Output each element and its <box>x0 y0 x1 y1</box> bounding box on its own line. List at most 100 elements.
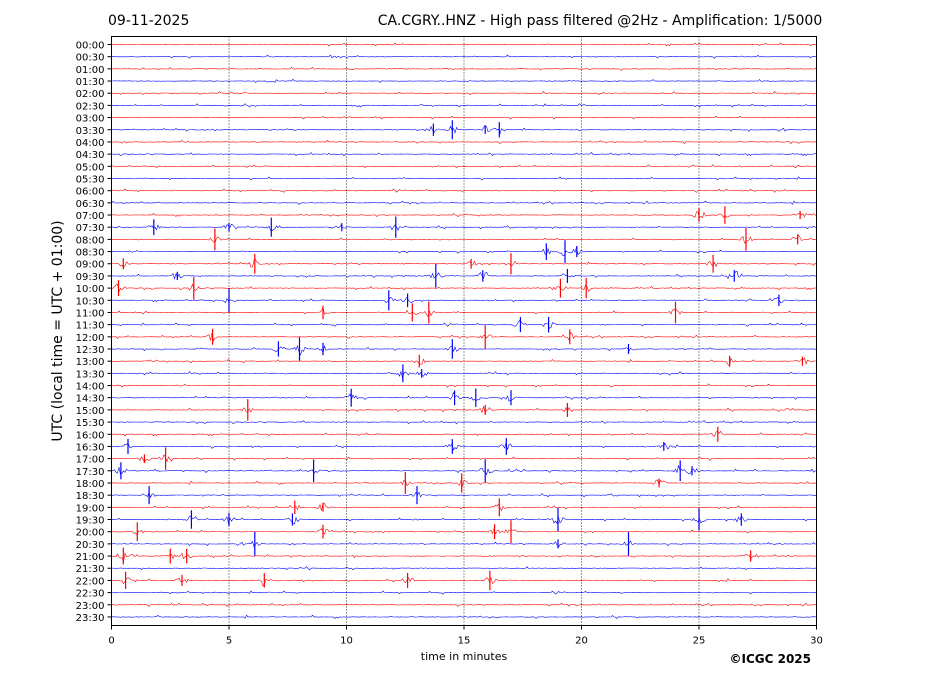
trace-line <box>111 66 817 71</box>
trace-line <box>111 419 817 425</box>
row-label: 16:30 <box>76 442 105 453</box>
trace-line <box>111 188 817 193</box>
trace-line <box>111 259 817 269</box>
row-label: 19:00 <box>76 503 105 514</box>
row-label: 02:30 <box>76 101 105 112</box>
row-label: 14:00 <box>76 382 105 393</box>
copyright-label: ©ICGC 2025 <box>729 652 811 666</box>
trace-row-0130 <box>111 78 817 84</box>
trace-row-0630 <box>111 200 817 205</box>
trace-row-2330 <box>111 614 817 620</box>
row-label: 05:00 <box>76 162 105 173</box>
x-tick-label: 30 <box>810 636 823 647</box>
trace-line <box>111 54 817 59</box>
row-label: 20:00 <box>76 528 105 539</box>
chart-title: CA.CGRY..HNZ - High pass filtered @2Hz -… <box>378 13 822 29</box>
row-label: 06:30 <box>76 199 105 210</box>
row-label: 01:30 <box>76 77 105 88</box>
row-label: 10:30 <box>76 296 105 307</box>
trace-line <box>111 283 817 293</box>
trace-row-1630 <box>111 438 817 455</box>
row-label: 06:00 <box>76 187 105 198</box>
trace-row-2230 <box>111 590 817 595</box>
trace-row-2300 <box>111 602 817 607</box>
trace-row-1730 <box>111 459 817 483</box>
row-label: 08:00 <box>76 235 105 246</box>
row-label: 12:00 <box>76 333 105 344</box>
row-label: 12:30 <box>76 345 105 356</box>
row-label: 02:00 <box>76 89 105 100</box>
trace-line <box>111 602 817 607</box>
trace-line <box>111 78 817 84</box>
row-label: 04:30 <box>76 150 105 161</box>
trace-line <box>111 306 817 317</box>
row-label: 15:00 <box>76 406 105 417</box>
trace-line <box>111 405 817 414</box>
trace-row-1600 <box>111 426 817 442</box>
trace-line <box>111 552 817 564</box>
trace-line <box>111 344 817 356</box>
row-label: 09:30 <box>76 272 105 283</box>
row-label: 07:00 <box>76 211 105 222</box>
row-label: 00:30 <box>76 53 105 64</box>
row-label: 10:00 <box>76 284 105 295</box>
trace-row-0830 <box>111 240 817 263</box>
row-label: 13:30 <box>76 369 105 380</box>
row-label: 11:00 <box>76 308 105 319</box>
row-label: 11:30 <box>76 321 105 332</box>
trace-row-0230 <box>111 103 817 108</box>
date-label: 09-11-2025 <box>108 13 189 29</box>
x-axis-label: time in minutes <box>421 650 508 663</box>
row-label: 22:00 <box>76 576 105 587</box>
trace-line <box>111 247 817 257</box>
trace-line <box>111 464 817 476</box>
row-label: 14:30 <box>76 394 105 405</box>
trace-row-1530 <box>111 419 817 425</box>
trace-row-1500 <box>111 399 817 421</box>
y-axis-label: UTC (local time = UTC + 01:00) <box>50 220 66 441</box>
row-label: 05:30 <box>76 174 105 185</box>
row-label: 17:30 <box>76 467 105 478</box>
row-label: 03:30 <box>76 126 105 137</box>
row-label: 04:00 <box>76 138 105 149</box>
trace-line <box>111 270 817 280</box>
trace-line <box>111 502 817 512</box>
row-label: 08:30 <box>76 248 105 259</box>
x-tick-label: 10 <box>340 636 353 647</box>
row-label: 15:30 <box>76 418 105 429</box>
x-axis: 0 5 10 15 20 25 30 <box>108 625 823 647</box>
trace-line <box>111 491 817 499</box>
trace-row-1000 <box>111 276 817 300</box>
trace-line <box>111 200 817 205</box>
trace-row-1830 <box>111 486 817 505</box>
trace-row-0100 <box>111 66 817 71</box>
trace-line <box>111 430 817 437</box>
row-label: 18:00 <box>76 479 105 490</box>
row-label: 07:30 <box>76 223 105 234</box>
row-label: 16:00 <box>76 430 105 441</box>
trace-row-1900 <box>111 498 817 517</box>
trace-row-0030 <box>111 54 817 59</box>
row-label: 21:00 <box>76 552 105 563</box>
trace-row-0930 <box>111 264 817 288</box>
minute-gridlines <box>228 36 700 626</box>
trace-row-1430 <box>111 388 817 407</box>
row-label: 00:00 <box>76 41 105 52</box>
x-tick-label: 0 <box>108 636 114 647</box>
trace-line <box>111 454 817 464</box>
row-label: 03:00 <box>76 114 105 125</box>
row-label: 21:30 <box>76 564 105 575</box>
trace-line <box>111 234 817 244</box>
row-label: 23:00 <box>76 601 105 612</box>
row-label: 09:00 <box>76 260 105 271</box>
x-tick-label: 5 <box>226 636 232 647</box>
trace-row-0600 <box>111 188 817 193</box>
row-label: 18:30 <box>76 491 105 502</box>
trace-line <box>111 577 817 587</box>
x-tick-label: 25 <box>693 636 706 647</box>
row-label: 19:30 <box>76 516 105 527</box>
row-label: 20:30 <box>76 540 105 551</box>
trace-line <box>111 590 817 595</box>
